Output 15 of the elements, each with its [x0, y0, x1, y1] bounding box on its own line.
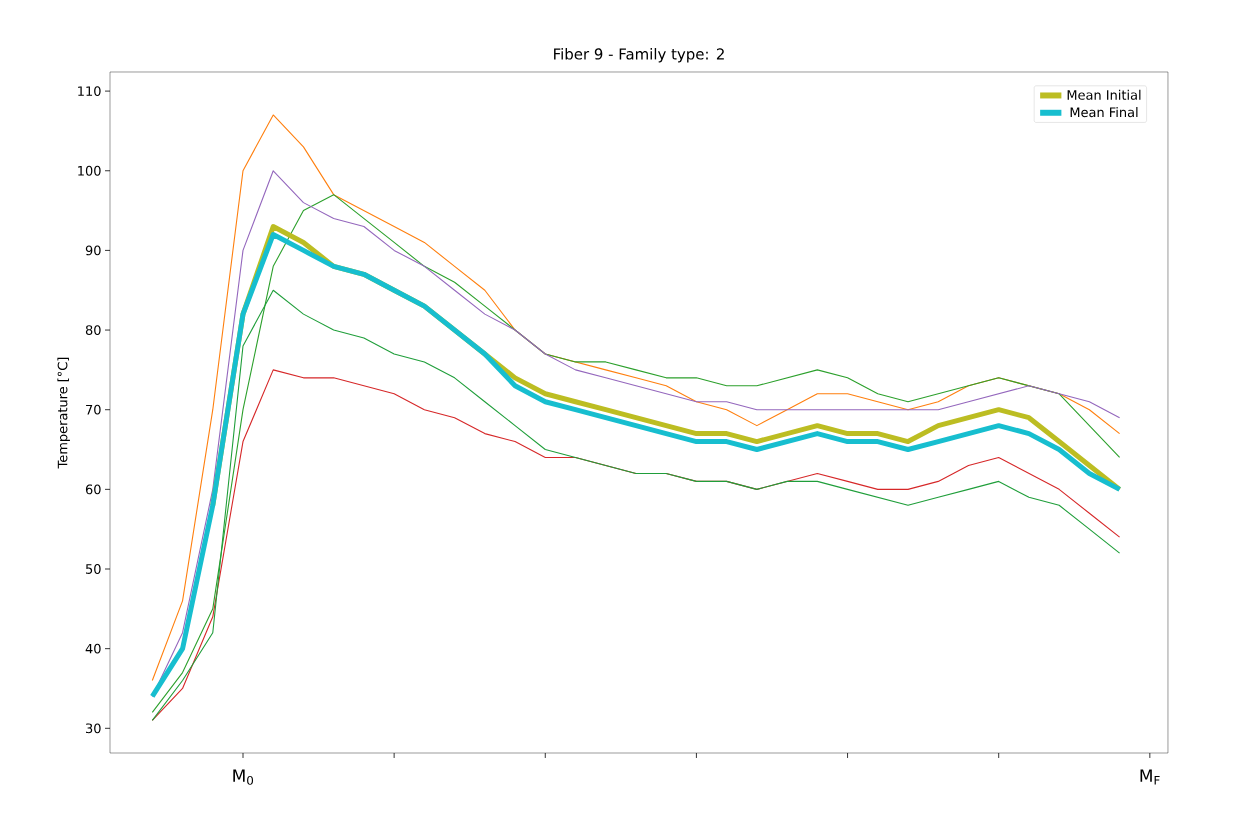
legend-label: Mean Final [1070, 107, 1138, 118]
x-tick-label: M$_{F}$ [1140, 769, 1160, 785]
x-tick-label: M$_{0}$ [233, 769, 254, 785]
y-tick-label: 60 [85, 484, 101, 495]
y-tick-label: 90 [85, 245, 101, 256]
y-tick-label: 70 [86, 404, 101, 415]
y-tick-label: 50 [86, 564, 101, 574]
y-tick-label: 40 [85, 643, 101, 654]
y-tick-label: 30 [86, 723, 101, 734]
y-axis-title: Temperature [°C] [57, 357, 70, 469]
y-tick-label: 110 [78, 86, 101, 96]
legend-label: Mean Initial [1067, 89, 1141, 100]
y-tick-label: 100 [78, 165, 101, 176]
chart-title: Fiber 9 - Family type: 2 [554, 48, 724, 63]
y-tick-label: 80 [85, 325, 101, 335]
